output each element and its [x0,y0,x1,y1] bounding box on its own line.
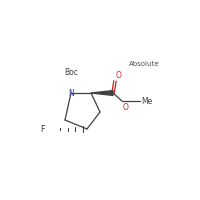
Text: N: N [68,88,74,98]
Text: O: O [123,103,128,112]
Text: O: O [116,71,122,80]
Text: F: F [40,124,44,134]
Text: Boc: Boc [64,68,78,77]
Text: Absolute: Absolute [129,61,160,67]
Text: Me: Me [142,97,153,106]
Polygon shape [91,91,113,95]
